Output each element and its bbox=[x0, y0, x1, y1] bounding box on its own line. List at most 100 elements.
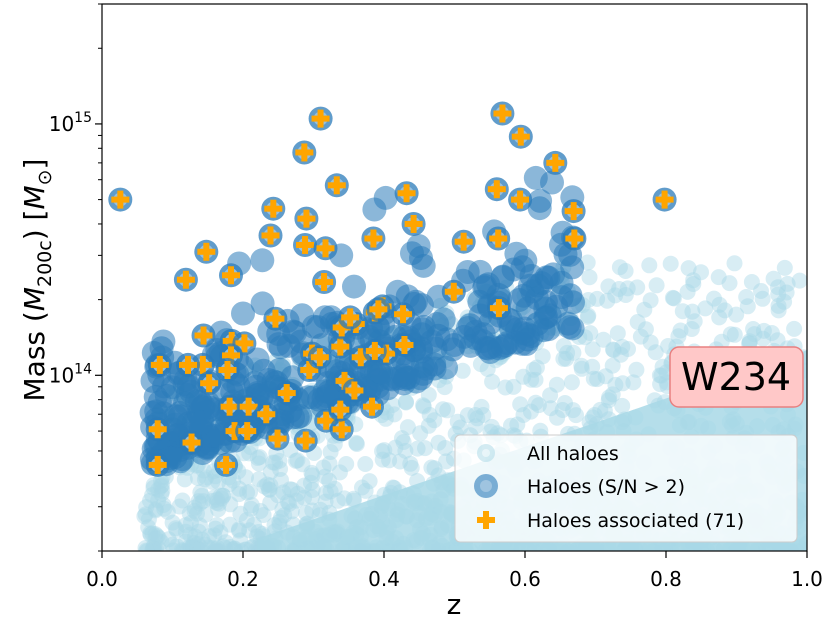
all-halo-point bbox=[776, 259, 793, 276]
all-halo-point bbox=[479, 361, 496, 377]
associated-halo-point bbox=[173, 267, 198, 292]
all-halo-point bbox=[706, 290, 722, 307]
all-halo-point bbox=[595, 331, 612, 348]
all-halo-point bbox=[171, 498, 188, 515]
all-halo-point bbox=[528, 359, 545, 376]
all-halo-point bbox=[604, 357, 621, 374]
all-halo-point bbox=[619, 280, 636, 297]
all-halo-point bbox=[473, 398, 490, 415]
sn-halo-point bbox=[409, 246, 433, 270]
associated-halo-point bbox=[328, 334, 353, 359]
all-halo-point bbox=[505, 378, 522, 395]
all-halo-point bbox=[208, 494, 225, 511]
all-halo-point bbox=[197, 506, 214, 523]
sn-halo-point bbox=[468, 259, 493, 284]
all-halo-point bbox=[225, 472, 242, 489]
associated-halo-point bbox=[562, 226, 587, 251]
all-halo-point bbox=[206, 543, 223, 551]
all-halo-point bbox=[670, 328, 687, 345]
associated-halo-point bbox=[293, 428, 318, 453]
all-halo-point bbox=[259, 476, 276, 493]
all-halo-point bbox=[185, 535, 202, 551]
all-halo-point bbox=[266, 517, 283, 533]
all-halo-point bbox=[449, 413, 466, 430]
all-halo-point bbox=[527, 371, 544, 388]
all-halo-point bbox=[565, 344, 582, 361]
all-halo-point bbox=[145, 541, 162, 551]
all-halo-point bbox=[150, 481, 167, 498]
all-halo-point bbox=[251, 471, 267, 488]
associated-halo-point bbox=[176, 352, 200, 377]
all-halo-point bbox=[607, 376, 624, 393]
all-halo-point bbox=[711, 309, 728, 326]
all-halo-point bbox=[150, 540, 167, 551]
all-halo-point bbox=[609, 325, 626, 342]
all-halo-point bbox=[713, 333, 730, 350]
all-halo-point bbox=[436, 379, 453, 396]
all-halo-point bbox=[672, 322, 689, 339]
all-halo-point bbox=[614, 397, 631, 414]
all-halo-point bbox=[322, 444, 339, 460]
all-halo-point bbox=[222, 496, 239, 513]
all-halo-point bbox=[584, 341, 601, 358]
all-halo-point bbox=[195, 462, 212, 479]
all-halo-point bbox=[345, 490, 362, 507]
all-halo-point bbox=[233, 543, 250, 551]
all-halo-point bbox=[548, 376, 565, 393]
all-halo-point bbox=[208, 517, 225, 534]
all-halo-point bbox=[303, 464, 320, 481]
all-halo-point bbox=[279, 493, 296, 510]
all-halo-point bbox=[738, 289, 755, 305]
all-halo-point bbox=[207, 520, 224, 537]
all-halo-point bbox=[743, 274, 760, 290]
all-halo-point bbox=[146, 542, 163, 551]
all-halo-point bbox=[145, 539, 161, 551]
all-halo-point bbox=[152, 478, 169, 495]
all-halo-point bbox=[148, 541, 165, 551]
all-halo-point bbox=[399, 419, 416, 436]
all-halo-point bbox=[755, 330, 772, 347]
sn-halo-point bbox=[201, 423, 226, 448]
all-halo-point bbox=[262, 463, 279, 480]
all-halo-point bbox=[509, 416, 526, 433]
associated-halo-point bbox=[108, 187, 133, 212]
all-halo-point bbox=[302, 474, 319, 491]
all-halo-point bbox=[236, 541, 253, 551]
all-halo-point bbox=[156, 500, 173, 517]
all-halo-point bbox=[185, 539, 201, 551]
all-halo-point bbox=[217, 539, 233, 551]
all-halo-point bbox=[144, 487, 161, 504]
x-tick-label: 1.0 bbox=[791, 567, 823, 591]
all-halo-point bbox=[693, 264, 709, 281]
all-halo-point bbox=[765, 270, 782, 287]
associated-halo-point bbox=[293, 233, 317, 257]
all-halo-point bbox=[221, 516, 238, 533]
all-halo-point bbox=[318, 484, 334, 501]
all-halo-point bbox=[791, 272, 807, 289]
all-halo-point bbox=[392, 453, 408, 470]
all-halo-point bbox=[417, 440, 433, 457]
associated-halo-point bbox=[441, 279, 466, 304]
associated-halo-point bbox=[235, 419, 260, 444]
all-halo-point bbox=[201, 528, 218, 545]
all-halo-point bbox=[269, 487, 286, 504]
associated-halo-point bbox=[274, 381, 299, 405]
all-halo-point bbox=[168, 522, 185, 538]
all-halo-point bbox=[231, 486, 247, 503]
all-halo-point bbox=[153, 534, 170, 551]
all-halo-point bbox=[296, 477, 313, 494]
all-halo-point bbox=[522, 403, 539, 420]
associated-halo-point bbox=[486, 296, 511, 321]
all-halo-point bbox=[147, 502, 164, 519]
all-halo-point bbox=[167, 520, 184, 537]
all-halo-point bbox=[304, 482, 321, 498]
associated-halo-point bbox=[338, 305, 363, 330]
all-halo-point bbox=[420, 386, 437, 403]
all-halo-point bbox=[637, 321, 654, 338]
all-halo-point bbox=[204, 473, 221, 490]
all-halo-point bbox=[238, 512, 255, 528]
plot-frame bbox=[101, 3, 808, 552]
all-halo-point bbox=[403, 459, 420, 476]
all-halo-point bbox=[597, 368, 614, 385]
all-halo-point bbox=[628, 361, 645, 378]
